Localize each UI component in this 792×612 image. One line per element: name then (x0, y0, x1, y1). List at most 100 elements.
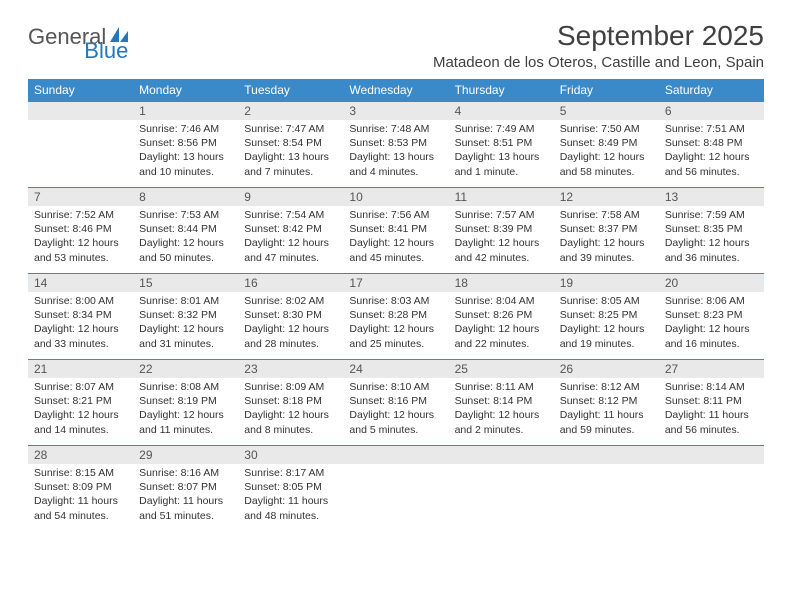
sunset-text: Sunset: 8:44 PM (139, 222, 232, 236)
sunset-text: Sunset: 8:42 PM (244, 222, 337, 236)
sunrise-text: Sunrise: 8:08 AM (139, 380, 232, 394)
day-cell: 30Sunrise: 8:17 AMSunset: 8:05 PMDayligh… (238, 446, 343, 532)
day-number: 21 (28, 360, 133, 378)
day-number: 28 (28, 446, 133, 464)
day-details: Sunrise: 8:14 AMSunset: 8:11 PMDaylight:… (659, 378, 764, 439)
daylight-text: Daylight: 12 hours and 33 minutes. (34, 322, 127, 350)
sunrise-text: Sunrise: 7:53 AM (139, 208, 232, 222)
week-row: 28Sunrise: 8:15 AMSunset: 8:09 PMDayligh… (28, 446, 764, 532)
day-cell (554, 446, 659, 532)
daylight-text: Daylight: 12 hours and 11 minutes. (139, 408, 232, 436)
sunrise-text: Sunrise: 8:17 AM (244, 466, 337, 480)
day-details: Sunrise: 7:49 AMSunset: 8:51 PMDaylight:… (449, 120, 554, 181)
day-number: 12 (554, 188, 659, 206)
day-number: 7 (28, 188, 133, 206)
sunset-text: Sunset: 8:28 PM (349, 308, 442, 322)
day-details: Sunrise: 8:03 AMSunset: 8:28 PMDaylight:… (343, 292, 448, 353)
day-details: Sunrise: 8:09 AMSunset: 8:18 PMDaylight:… (238, 378, 343, 439)
sunset-text: Sunset: 8:21 PM (34, 394, 127, 408)
daylight-text: Daylight: 12 hours and 2 minutes. (455, 408, 548, 436)
sunrise-text: Sunrise: 7:56 AM (349, 208, 442, 222)
daylight-text: Daylight: 12 hours and 39 minutes. (560, 236, 653, 264)
day-details: Sunrise: 8:00 AMSunset: 8:34 PMDaylight:… (28, 292, 133, 353)
day-cell: 8Sunrise: 7:53 AMSunset: 8:44 PMDaylight… (133, 188, 238, 274)
day-details: Sunrise: 7:52 AMSunset: 8:46 PMDaylight:… (28, 206, 133, 267)
day-number: 6 (659, 102, 764, 120)
daylight-text: Daylight: 12 hours and 28 minutes. (244, 322, 337, 350)
sunset-text: Sunset: 8:46 PM (34, 222, 127, 236)
week-row: 14Sunrise: 8:00 AMSunset: 8:34 PMDayligh… (28, 274, 764, 360)
day-number: 4 (449, 102, 554, 120)
calendar-body: 1Sunrise: 7:46 AMSunset: 8:56 PMDaylight… (28, 102, 764, 532)
daylight-text: Daylight: 12 hours and 36 minutes. (665, 236, 758, 264)
day-details: Sunrise: 7:58 AMSunset: 8:37 PMDaylight:… (554, 206, 659, 267)
daylight-text: Daylight: 12 hours and 5 minutes. (349, 408, 442, 436)
day-cell: 3Sunrise: 7:48 AMSunset: 8:53 PMDaylight… (343, 102, 448, 188)
day-cell: 21Sunrise: 8:07 AMSunset: 8:21 PMDayligh… (28, 360, 133, 446)
day-header: Saturday (659, 79, 764, 102)
header: General Blue September 2025 Matadeon de … (28, 20, 764, 71)
daylight-text: Daylight: 13 hours and 10 minutes. (139, 150, 232, 178)
sunrise-text: Sunrise: 7:49 AM (455, 122, 548, 136)
day-cell: 24Sunrise: 8:10 AMSunset: 8:16 PMDayligh… (343, 360, 448, 446)
day-cell: 11Sunrise: 7:57 AMSunset: 8:39 PMDayligh… (449, 188, 554, 274)
day-number: 29 (133, 446, 238, 464)
daylight-text: Daylight: 12 hours and 42 minutes. (455, 236, 548, 264)
day-cell: 23Sunrise: 8:09 AMSunset: 8:18 PMDayligh… (238, 360, 343, 446)
day-cell: 13Sunrise: 7:59 AMSunset: 8:35 PMDayligh… (659, 188, 764, 274)
day-number: 10 (343, 188, 448, 206)
day-details: Sunrise: 8:05 AMSunset: 8:25 PMDaylight:… (554, 292, 659, 353)
day-number: 19 (554, 274, 659, 292)
sunset-text: Sunset: 8:14 PM (455, 394, 548, 408)
daylight-text: Daylight: 12 hours and 22 minutes. (455, 322, 548, 350)
daylight-text: Daylight: 12 hours and 50 minutes. (139, 236, 232, 264)
sunrise-text: Sunrise: 8:10 AM (349, 380, 442, 394)
day-header: Tuesday (238, 79, 343, 102)
daylight-text: Daylight: 13 hours and 4 minutes. (349, 150, 442, 178)
day-header: Thursday (449, 79, 554, 102)
daylight-text: Daylight: 11 hours and 54 minutes. (34, 494, 127, 522)
day-number: 9 (238, 188, 343, 206)
day-details: Sunrise: 8:10 AMSunset: 8:16 PMDaylight:… (343, 378, 448, 439)
day-cell: 5Sunrise: 7:50 AMSunset: 8:49 PMDaylight… (554, 102, 659, 188)
sunrise-text: Sunrise: 7:57 AM (455, 208, 548, 222)
sunrise-text: Sunrise: 8:11 AM (455, 380, 548, 394)
sunrise-text: Sunrise: 8:01 AM (139, 294, 232, 308)
day-cell: 10Sunrise: 7:56 AMSunset: 8:41 PMDayligh… (343, 188, 448, 274)
day-number: 13 (659, 188, 764, 206)
sunrise-text: Sunrise: 8:05 AM (560, 294, 653, 308)
day-number: 2 (238, 102, 343, 120)
day-number: 11 (449, 188, 554, 206)
day-number: 20 (659, 274, 764, 292)
sunrise-text: Sunrise: 7:58 AM (560, 208, 653, 222)
sunset-text: Sunset: 8:11 PM (665, 394, 758, 408)
sunset-text: Sunset: 8:18 PM (244, 394, 337, 408)
day-number: 26 (554, 360, 659, 378)
daylight-text: Daylight: 12 hours and 14 minutes. (34, 408, 127, 436)
sunset-text: Sunset: 8:54 PM (244, 136, 337, 150)
day-number (449, 446, 554, 464)
day-cell: 14Sunrise: 8:00 AMSunset: 8:34 PMDayligh… (28, 274, 133, 360)
sunrise-text: Sunrise: 7:47 AM (244, 122, 337, 136)
day-cell: 27Sunrise: 8:14 AMSunset: 8:11 PMDayligh… (659, 360, 764, 446)
sunrise-text: Sunrise: 8:15 AM (34, 466, 127, 480)
sunset-text: Sunset: 8:12 PM (560, 394, 653, 408)
day-number: 27 (659, 360, 764, 378)
sunset-text: Sunset: 8:05 PM (244, 480, 337, 494)
logo: General Blue (28, 24, 178, 50)
sunset-text: Sunset: 8:26 PM (455, 308, 548, 322)
day-number: 15 (133, 274, 238, 292)
day-cell (28, 102, 133, 188)
week-row: 21Sunrise: 8:07 AMSunset: 8:21 PMDayligh… (28, 360, 764, 446)
sunrise-text: Sunrise: 7:50 AM (560, 122, 653, 136)
sunset-text: Sunset: 8:41 PM (349, 222, 442, 236)
sunrise-text: Sunrise: 7:51 AM (665, 122, 758, 136)
day-details: Sunrise: 8:15 AMSunset: 8:09 PMDaylight:… (28, 464, 133, 525)
daylight-text: Daylight: 12 hours and 16 minutes. (665, 322, 758, 350)
sunset-text: Sunset: 8:07 PM (139, 480, 232, 494)
day-details: Sunrise: 7:51 AMSunset: 8:48 PMDaylight:… (659, 120, 764, 181)
daylight-text: Daylight: 11 hours and 48 minutes. (244, 494, 337, 522)
day-details: Sunrise: 7:50 AMSunset: 8:49 PMDaylight:… (554, 120, 659, 181)
calendar-header-row: SundayMondayTuesdayWednesdayThursdayFrid… (28, 79, 764, 102)
sunrise-text: Sunrise: 7:46 AM (139, 122, 232, 136)
